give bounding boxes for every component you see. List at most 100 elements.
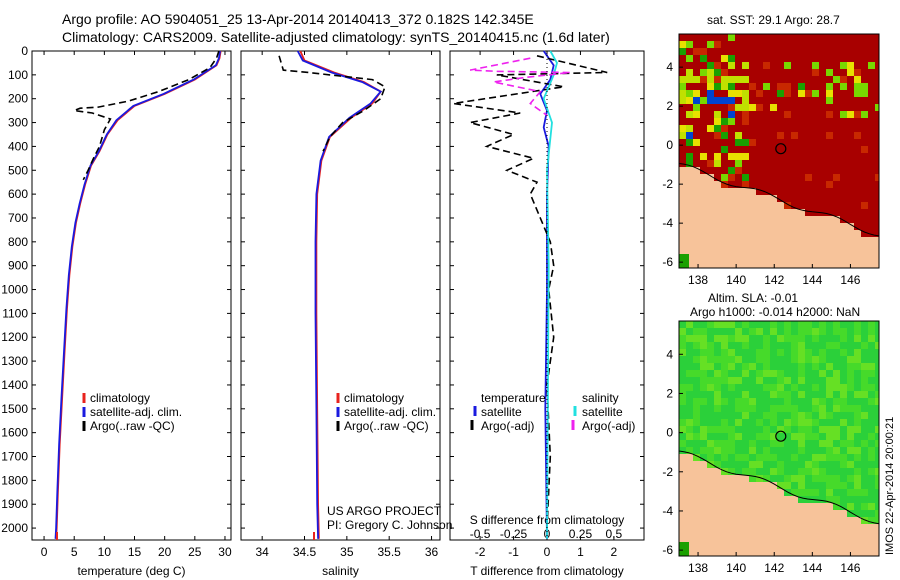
map-cell [770,202,777,209]
map-cell [686,447,693,454]
map-cell [693,160,700,167]
map-cell [847,153,854,160]
map-cell [679,237,686,244]
map-cell [833,349,840,356]
map-cell [826,538,833,545]
map-cell [875,468,879,475]
map-cell [861,440,868,447]
map-cell [784,356,791,363]
map-cell [777,76,784,83]
map-cell [840,426,847,433]
map-cell [784,195,791,202]
map-cell [847,461,854,468]
map-cell [763,398,770,405]
map-cell [833,55,840,62]
map-cell [721,398,728,405]
map-cell [833,167,840,174]
map-cell [735,356,742,363]
y-tick-label: 0 [21,44,28,58]
map-cell [833,482,840,489]
map-cell [826,188,833,195]
map-cell [714,405,721,412]
map-cell [847,405,854,412]
map-cell [721,41,728,48]
map-cell [784,69,791,76]
series-climatology [55,50,222,539]
map-cell [700,265,707,268]
map-cell [854,188,861,195]
map-cell [868,41,875,48]
map-cell [875,356,879,363]
map-cell [707,132,714,139]
map-cell [742,223,749,230]
map-cell [770,419,777,426]
map-cell [798,83,805,90]
y-tick-label: 1600 [1,426,28,440]
map-cell [805,391,812,398]
map-cell [840,76,847,83]
map-cell [854,209,861,216]
y-tick-label: 1400 [1,378,28,392]
map-cell [686,510,693,517]
map-cell [728,433,735,440]
map-cell [693,62,700,69]
series-argo-raw-qc- [278,55,386,152]
map-cell [700,146,707,153]
map-cell [770,90,777,97]
map-cell [791,55,798,62]
map-cell [805,552,812,556]
map-cell [826,545,833,552]
map-cell [714,440,721,447]
map-cell [770,223,777,230]
map-cell [714,111,721,118]
map-cell [868,524,875,531]
map-cell [756,83,763,90]
map-cell [686,244,693,251]
map-cell [735,174,742,181]
map-cell [854,174,861,181]
map-cell [770,34,777,41]
map-cell [826,111,833,118]
map-cell [707,412,714,419]
map-cell [833,237,840,244]
map-cell [714,356,721,363]
x-tick-label: 34 [255,545,269,559]
series-salinity-satellite [542,50,558,539]
map-cell [707,83,714,90]
map-cell [770,370,777,377]
map-cell [686,468,693,475]
map-cell [840,202,847,209]
map-cell [791,335,798,342]
map-cell [763,384,770,391]
map-cell [735,363,742,370]
map-cell [742,398,749,405]
map-cell [826,468,833,475]
map-cell [721,55,728,62]
map-cell [700,195,707,202]
map-cell [707,202,714,209]
map-cell [728,510,735,517]
map-cell [763,538,770,545]
map-cell [847,111,854,118]
map-cell [728,531,735,538]
map-cell [742,90,749,97]
map-cell [679,440,686,447]
map-cell [875,104,879,111]
map-cell [707,510,714,517]
map-cell [756,370,763,377]
map-cell [777,356,784,363]
map-cell [875,118,879,125]
map-cell [819,62,826,69]
map-cell [763,545,770,552]
map-cell [812,440,819,447]
map-cell [819,454,826,461]
map-cell [770,545,777,552]
map-cell [770,391,777,398]
map-cell [805,531,812,538]
map-cell [714,118,721,125]
map-cell [868,356,875,363]
map-cell [700,41,707,48]
map-cell [847,48,854,55]
map-cell [812,237,819,244]
map-cell [693,398,700,405]
